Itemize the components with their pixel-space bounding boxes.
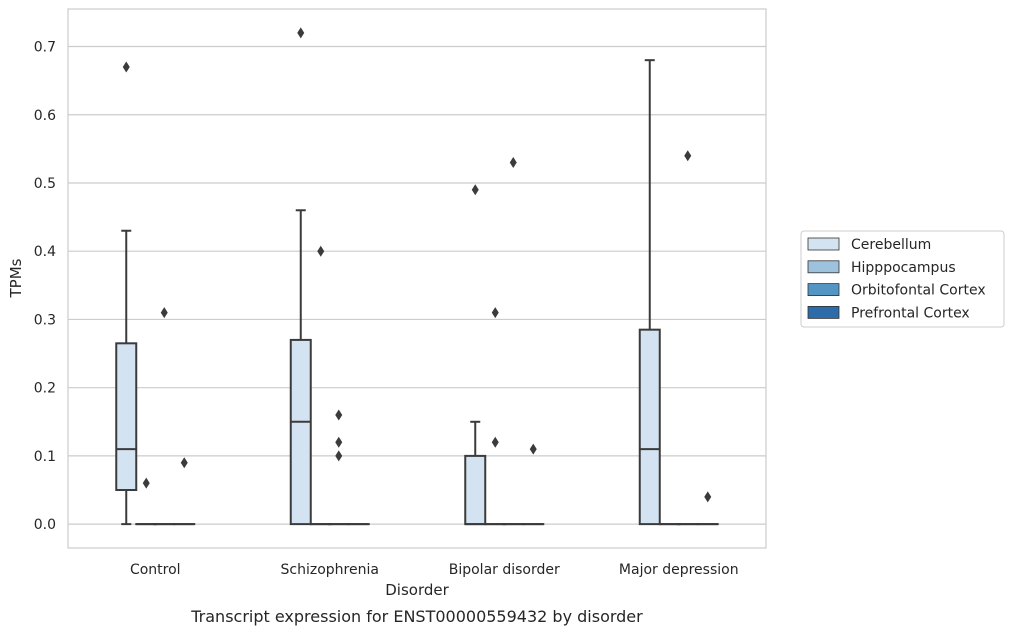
y-tick-label: 0.2 xyxy=(34,381,56,397)
x-tick-label: Control xyxy=(130,562,181,578)
box-0-0 xyxy=(115,61,138,526)
outlier-marker xyxy=(142,477,150,489)
box-0-1 xyxy=(289,27,312,526)
outlier-marker xyxy=(704,491,712,503)
box-2-1 xyxy=(327,409,350,526)
x-tick-label: Schizophrenia xyxy=(281,562,379,578)
outlier-marker xyxy=(160,307,168,319)
y-axis-ticks: 0.0 0.1 0.2 0.3 0.4 0.5 0.6 0.7 xyxy=(34,40,56,534)
box-0-3 xyxy=(638,59,661,526)
x-axis-label: Disorder xyxy=(385,581,449,599)
y-tick-label: 0.3 xyxy=(34,312,56,328)
legend-frame xyxy=(800,230,1005,328)
legend-swatch xyxy=(807,283,840,297)
y-tick-label: 0.6 xyxy=(34,108,56,124)
y-axis-label: TPMs xyxy=(7,258,25,298)
legend-label: Hipppocampus xyxy=(851,260,956,276)
legend: Cerebellum Hipppocampus Orbitofontal Corte… xyxy=(800,230,1005,328)
y-tick-label: 0.4 xyxy=(34,244,56,260)
x-tick-label: Bipolar disorder xyxy=(449,562,560,578)
outlier-marker xyxy=(297,27,305,39)
outlier-marker xyxy=(491,436,499,448)
chart-caption: Transcript expression for ENST0000055943… xyxy=(190,607,643,626)
box-body xyxy=(289,338,312,526)
y-tick-label: 0.5 xyxy=(34,176,56,192)
x-tick-label: Major depression xyxy=(619,562,739,578)
outlier-marker xyxy=(684,150,692,162)
y-tick-label: 0.1 xyxy=(34,449,56,465)
outlier-marker xyxy=(491,307,499,319)
outlier-marker xyxy=(471,184,479,196)
outlier-marker xyxy=(122,61,130,73)
outlier-marker xyxy=(509,157,517,169)
box-body xyxy=(115,342,138,492)
plot-area xyxy=(67,8,767,549)
outlier-marker xyxy=(335,436,343,448)
box-body xyxy=(464,454,487,526)
boxes xyxy=(115,27,719,526)
box-3-0 xyxy=(173,457,196,526)
outlier-marker xyxy=(529,443,537,455)
box-3-3 xyxy=(696,491,719,526)
x-axis-ticks: Control Schizophrenia Bipolar disorder Majo… xyxy=(130,562,739,578)
box-3-2 xyxy=(522,443,545,526)
legend-label: Orbitofontal Cortex xyxy=(851,283,986,299)
outlier-marker xyxy=(317,245,325,257)
legend-label: Prefrontal Cortex xyxy=(851,305,970,321)
outlier-marker xyxy=(335,450,343,462)
box-body xyxy=(638,328,661,526)
y-tick-label: 0.0 xyxy=(34,517,56,533)
grid-lines xyxy=(68,45,766,525)
legend-swatch xyxy=(807,305,840,319)
legend-label: Cerebellum xyxy=(851,237,931,253)
legend-swatch xyxy=(807,260,840,274)
outlier-marker xyxy=(180,457,188,469)
y-tick-label: 0.7 xyxy=(34,40,56,56)
outlier-marker xyxy=(335,409,343,421)
box-0-2 xyxy=(464,184,487,526)
legend-swatch xyxy=(807,237,840,251)
